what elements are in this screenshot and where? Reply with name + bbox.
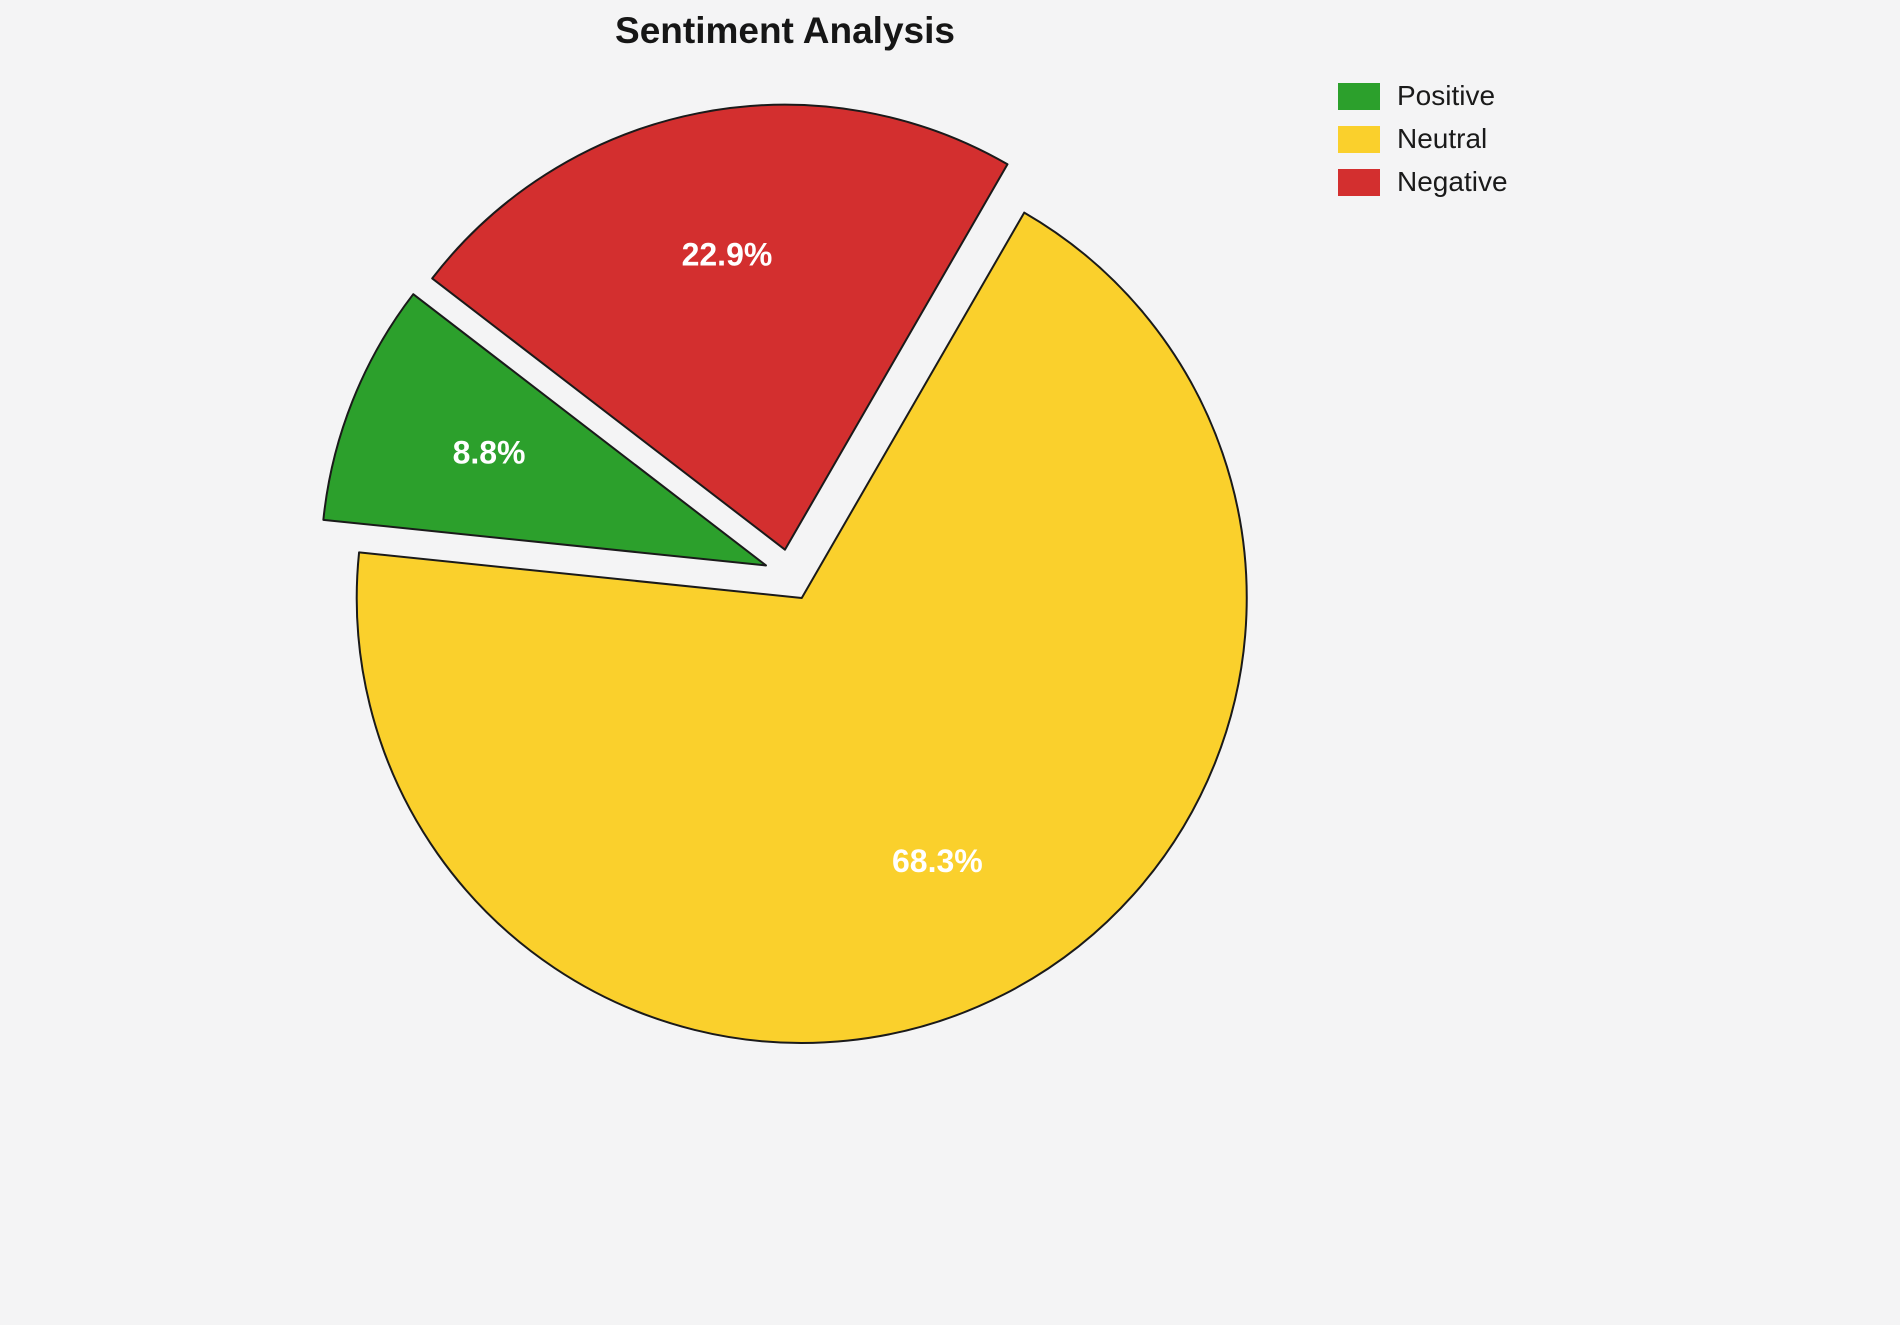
- legend-label: Neutral: [1397, 123, 1488, 154]
- legend-label: Negative: [1397, 166, 1508, 197]
- legend-item-positive: Positive: [1338, 80, 1508, 112]
- legend: Positive Neutral Negative: [1338, 80, 1508, 198]
- slice-label-neutral: 68.3%: [892, 843, 983, 879]
- legend-swatch: [1338, 168, 1380, 196]
- legend-swatch: [1338, 125, 1380, 153]
- pie-slice-neutral: [355, 211, 1248, 1044]
- chart-title: Sentiment Analysis: [615, 10, 955, 51]
- pie-slice-positive: [322, 293, 768, 567]
- legend-swatch: [1338, 82, 1380, 110]
- legend-item-neutral: Neutral: [1338, 123, 1508, 155]
- legend-label: Positive: [1397, 80, 1496, 111]
- slice-label-negative: 22.9%: [682, 237, 773, 273]
- slice-label-positive: 8.8%: [453, 435, 526, 471]
- legend-item-negative: Negative: [1338, 166, 1508, 198]
- pie-slice-negative: [431, 103, 1009, 551]
